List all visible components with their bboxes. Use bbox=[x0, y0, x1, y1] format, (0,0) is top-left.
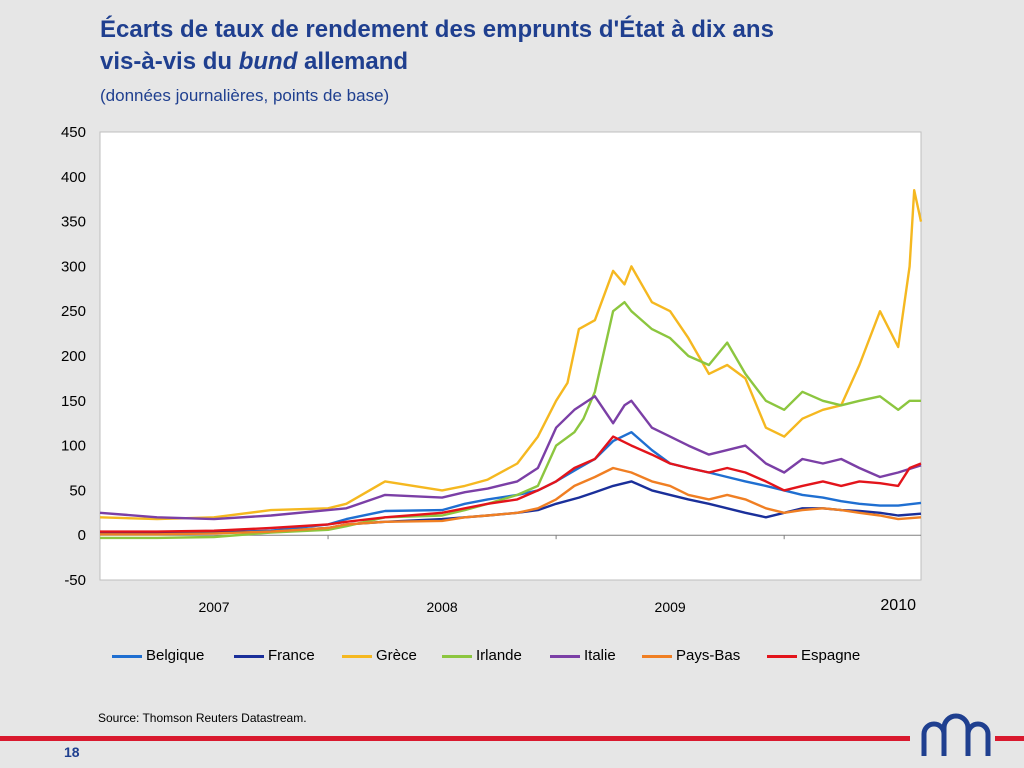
bank-logo bbox=[921, 713, 991, 756]
x-tick-label: 2008 bbox=[427, 599, 458, 615]
footer-red-bar-right bbox=[995, 736, 1024, 741]
x-tick-label: 2007 bbox=[198, 599, 229, 615]
legend-swatch bbox=[112, 655, 142, 658]
x-tick-label: 2009 bbox=[655, 599, 686, 615]
title-line-2-end: allemand bbox=[297, 48, 409, 75]
legend-label: Belgique bbox=[146, 647, 205, 664]
y-tick-label: -50 bbox=[64, 572, 86, 589]
legend-swatch bbox=[234, 655, 264, 658]
title-bund: bund bbox=[238, 48, 298, 75]
series-line-italie bbox=[99, 395, 922, 521]
x-tick-label: 2010 bbox=[880, 597, 916, 614]
y-tick-label: 150 bbox=[61, 393, 86, 410]
chart-subtitle: (données journalières, points de base) bbox=[100, 86, 390, 105]
y-tick-label: 300 bbox=[61, 258, 86, 275]
title-line-2: vis-à-vis du bbox=[100, 48, 239, 75]
plot-area bbox=[99, 131, 922, 581]
legend-label: Italie bbox=[584, 647, 616, 664]
y-tick-label: 100 bbox=[61, 438, 86, 455]
y-tick-label: 400 bbox=[61, 169, 86, 186]
legend-swatch bbox=[767, 655, 797, 658]
source-note: Source: Thomson Reuters Datastream. bbox=[98, 711, 307, 725]
series-line-irlande bbox=[100, 301, 921, 540]
legend-label: France bbox=[268, 647, 315, 664]
line-chart: -50 0 50 100 150 200 250 300 350 400 450 2007 2008 20… bbox=[61, 124, 923, 615]
legend-swatch bbox=[342, 655, 372, 658]
legend-label: Espagne bbox=[801, 647, 861, 664]
chart-title: Écarts de taux de rendement des emprunts… bbox=[100, 14, 980, 78]
y-tick-label: 250 bbox=[61, 303, 86, 320]
series-line-grèce bbox=[99, 188, 923, 521]
page-number: 18 bbox=[64, 744, 80, 760]
legend-label: Grèce bbox=[376, 647, 417, 664]
series-line-pays-bas bbox=[100, 466, 922, 536]
legend-swatch bbox=[550, 655, 580, 658]
y-tick-label: 50 bbox=[69, 482, 86, 499]
legend-swatch bbox=[642, 655, 672, 658]
legend-label: Pays-Bas bbox=[676, 647, 741, 664]
series-line-espagne bbox=[100, 435, 922, 533]
y-tick-label: 350 bbox=[61, 214, 86, 231]
series-line-belgique bbox=[100, 431, 922, 534]
y-tick-label: 0 bbox=[78, 527, 86, 544]
legend-swatch bbox=[442, 655, 472, 658]
legend-label: Irlande bbox=[476, 647, 522, 664]
title-line-1: Écarts de taux de rendement des emprunts… bbox=[100, 16, 774, 43]
y-tick-label: 450 bbox=[61, 124, 86, 141]
y-tick-label: 200 bbox=[61, 348, 86, 365]
footer-red-bar bbox=[0, 736, 910, 741]
